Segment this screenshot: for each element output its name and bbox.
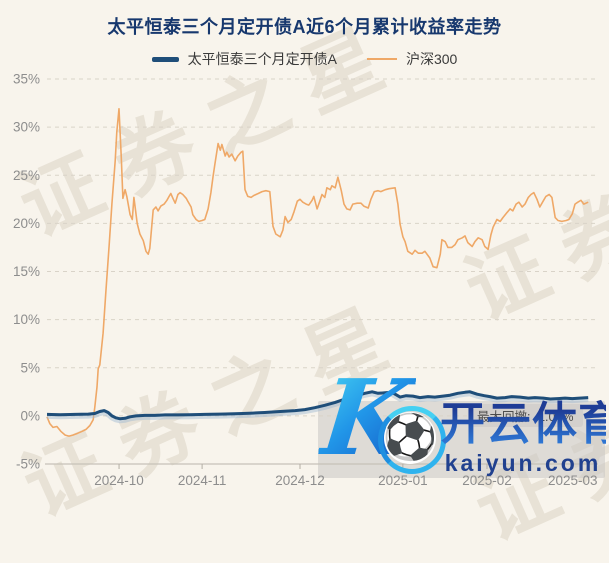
index-line-swatch-icon: [366, 58, 397, 60]
soccer-ball-icon: ⚽: [382, 412, 438, 464]
logo-swirl-icon: [378, 406, 446, 474]
index-series-line: [46, 108, 589, 437]
chart-title: 太平恒泰三个月定开债A近6个月累计收益率走势: [107, 17, 502, 37]
x-axis-tick-label: 2024-12: [275, 473, 325, 488]
y-axis-tick-label: 0%: [20, 408, 40, 423]
x-axis-tick-label: 2025-01: [378, 473, 428, 488]
x-axis-tick-label: 2024-11: [178, 473, 227, 488]
fund-series-line: [46, 390, 589, 421]
x-axis-tick-label: 2024-10: [94, 473, 144, 488]
max-drawdown-label: 最大回撤: -1.04%: [468, 404, 583, 427]
kaiyun-logo: K ⚽ 开云体育 kaiyun.com: [316, 356, 609, 482]
y-axis-tick-label: 10%: [13, 312, 40, 327]
legend-label-fund: 太平恒泰三个月定开债A: [187, 51, 337, 67]
y-axis-tick-label: -5%: [16, 457, 40, 472]
y-axis-tick-label: 5%: [20, 360, 40, 375]
fund-line-swatch-icon: [151, 56, 179, 62]
y-axis-tick-label: 35%: [13, 72, 40, 87]
y-axis-tick-label: 15%: [13, 264, 40, 279]
y-axis-tick-label: 25%: [13, 168, 40, 183]
chart-legend: 太平恒泰三个月定开债A 沪深300: [0, 49, 609, 69]
chart-canvas: 35% 30% 25% 20% 15% 10% 5% 0% -5% 2024-10 2024-11 2…: [13, 72, 598, 488]
x-axis-tick-label: 2025-03: [548, 473, 598, 488]
legend-item-index: 沪深300: [366, 49, 458, 69]
chart-header: 太平恒泰三个月定开债A近6个月累计收益率走势 太平恒泰三个月定开债A 沪深300: [0, 0, 609, 69]
logo-text-block: 开云体育 kaiyun.com: [440, 398, 609, 477]
legend-item-fund: 太平恒泰三个月定开债A: [151, 49, 337, 69]
x-axis-tick-label: 2025-02: [462, 473, 512, 488]
y-axis-tick-label: 20%: [13, 216, 40, 231]
y-axis-tick-label: 30%: [13, 120, 40, 135]
logo-domain: kaiyun.com: [444, 450, 602, 476]
logo-title: 开云体育: [440, 398, 609, 449]
legend-label-index: 沪深300: [405, 51, 458, 67]
